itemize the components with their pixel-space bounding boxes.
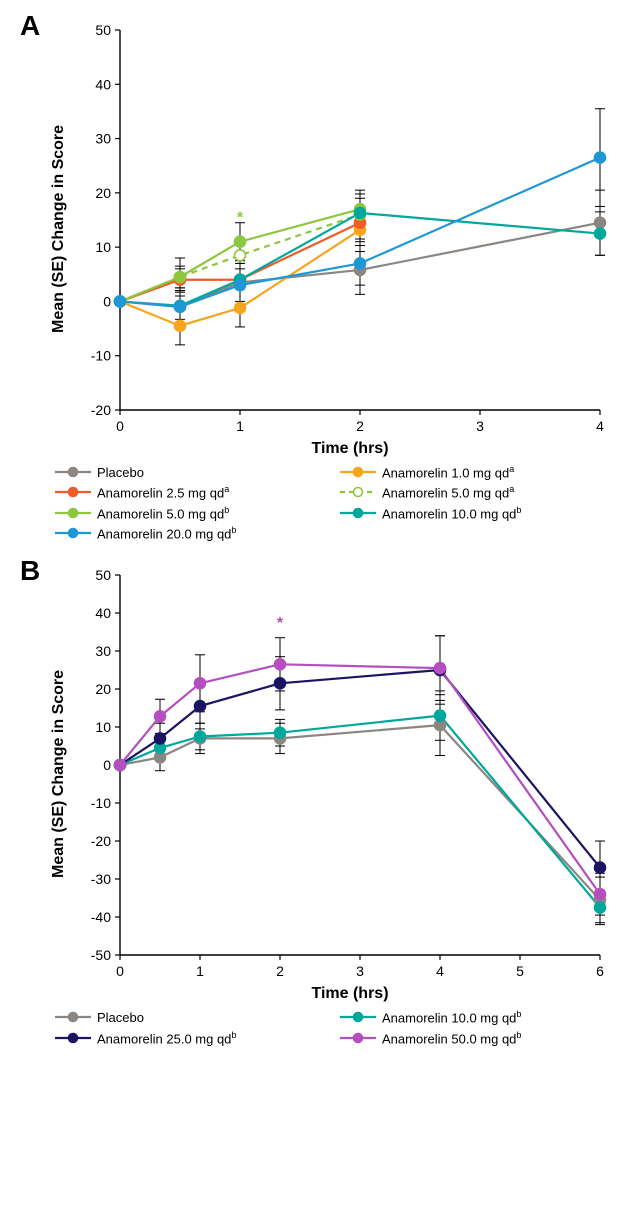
panels-host: AMean (SE) Change in Score-20-1001020304…: [20, 10, 616, 1046]
legend-label: Anamorelin 50.0 mg qdb: [382, 1030, 521, 1046]
legend-label: Anamorelin 5.0 mg qdb: [97, 505, 229, 521]
svg-text:0: 0: [103, 293, 111, 309]
legend-item: Anamorelin 5.0 mg qdb: [55, 505, 330, 521]
svg-text:0: 0: [116, 963, 124, 979]
svg-text:10: 10: [95, 719, 111, 735]
svg-text:-50: -50: [91, 947, 111, 963]
markers: [115, 659, 606, 913]
svg-text:2: 2: [276, 963, 284, 979]
svg-text:-30: -30: [91, 871, 111, 887]
lines: [120, 665, 600, 908]
svg-text:-40: -40: [91, 909, 111, 925]
y-axis-label: Mean (SE) Change in Score: [50, 670, 68, 878]
legend-item: Anamorelin 10.0 mg qdb: [340, 505, 615, 521]
plot-wrap: Mean (SE) Change in Score-20-10010203040…: [80, 10, 616, 458]
svg-text:30: 30: [95, 131, 111, 147]
legend-item: Anamorelin 2.5 mg qda: [55, 484, 330, 500]
svg-text:1: 1: [236, 418, 244, 434]
legend-label: Anamorelin 10.0 mg qdb: [382, 1009, 521, 1025]
legend-label: Anamorelin 10.0 mg qdb: [382, 505, 521, 521]
plot-svg: -20 -10 0 10 20 30 40 50 0 1 2 3 4 *: [80, 20, 620, 440]
svg-text:1: 1: [196, 963, 204, 979]
svg-text:2: 2: [356, 418, 364, 434]
x-axis-label: Time (hrs): [80, 985, 620, 1003]
svg-text:10: 10: [95, 239, 111, 255]
errorbars: [155, 636, 605, 925]
svg-text:*: *: [237, 210, 244, 227]
svg-text:20: 20: [95, 681, 111, 697]
legend-label: Placebo: [97, 1010, 144, 1025]
legend-item: Anamorelin 25.0 mg qdb: [55, 1030, 330, 1046]
x-axis-label: Time (hrs): [80, 440, 620, 458]
figure-container: AMean (SE) Change in Score-20-1001020304…: [0, 0, 636, 1070]
plot-wrap: Mean (SE) Change in Score-50-40-30-20-10…: [80, 555, 616, 1003]
legend-label: Anamorelin 2.5 mg qda: [97, 484, 229, 500]
svg-text:0: 0: [116, 418, 124, 434]
legend-item: Anamorelin 10.0 mg qdb: [340, 1009, 615, 1025]
svg-text:6: 6: [596, 963, 604, 979]
legend-label: Anamorelin 25.0 mg qdb: [97, 1030, 236, 1046]
svg-text:-10: -10: [91, 348, 111, 364]
svg-text:4: 4: [596, 418, 604, 434]
legend-label: Anamorelin 1.0 mg qda: [382, 464, 514, 480]
panel-label: A: [20, 10, 40, 42]
panel-B: B Mean (SE) Change in Score -50 -40 -30 -20 -1…: [20, 555, 616, 1046]
svg-text:20: 20: [95, 185, 111, 201]
legend-item: Placebo: [55, 464, 330, 480]
legend-item: Anamorelin 1.0 mg qda: [340, 464, 615, 480]
legend: Placebo Anamorelin 10.0 mg qdb Anamorelin …: [55, 1009, 615, 1046]
legend-item: Placebo: [55, 1009, 330, 1025]
svg-text:-10: -10: [91, 795, 111, 811]
legend: Placebo Anamorelin 1.0 mg qda Anamorelin 2…: [55, 464, 615, 541]
svg-text:3: 3: [356, 963, 364, 979]
svg-text:*: *: [277, 616, 284, 633]
svg-text:-20: -20: [91, 833, 111, 849]
svg-text:40: 40: [95, 76, 111, 92]
svg-text:3: 3: [476, 418, 484, 434]
panel-A: AMean (SE) Change in Score-20-1001020304…: [20, 10, 616, 541]
svg-text:4: 4: [436, 963, 444, 979]
svg-text:40: 40: [95, 605, 111, 621]
svg-text:50: 50: [95, 567, 111, 583]
legend-item: Anamorelin 5.0 mg qda: [340, 484, 615, 500]
plot-svg: -50 -40 -30 -20 -10 0 10 20 30 40 50 0 1 2 3 4 5 6 *: [80, 565, 620, 985]
legend-label: Anamorelin 5.0 mg qda: [382, 484, 514, 500]
legend-item: Anamorelin 50.0 mg qdb: [340, 1030, 615, 1046]
svg-text:0: 0: [103, 757, 111, 773]
y-axis-label: Mean (SE) Change in Score: [50, 125, 68, 333]
svg-text:5: 5: [516, 963, 524, 979]
legend-label: Anamorelin 20.0 mg qdb: [97, 525, 236, 541]
svg-text:-20: -20: [91, 402, 111, 418]
svg-text:50: 50: [95, 22, 111, 38]
svg-text:30: 30: [95, 643, 111, 659]
legend-item: Anamorelin 20.0 mg qdb: [55, 525, 330, 541]
legend-label: Placebo: [97, 465, 144, 480]
panel-label: B: [20, 555, 40, 587]
